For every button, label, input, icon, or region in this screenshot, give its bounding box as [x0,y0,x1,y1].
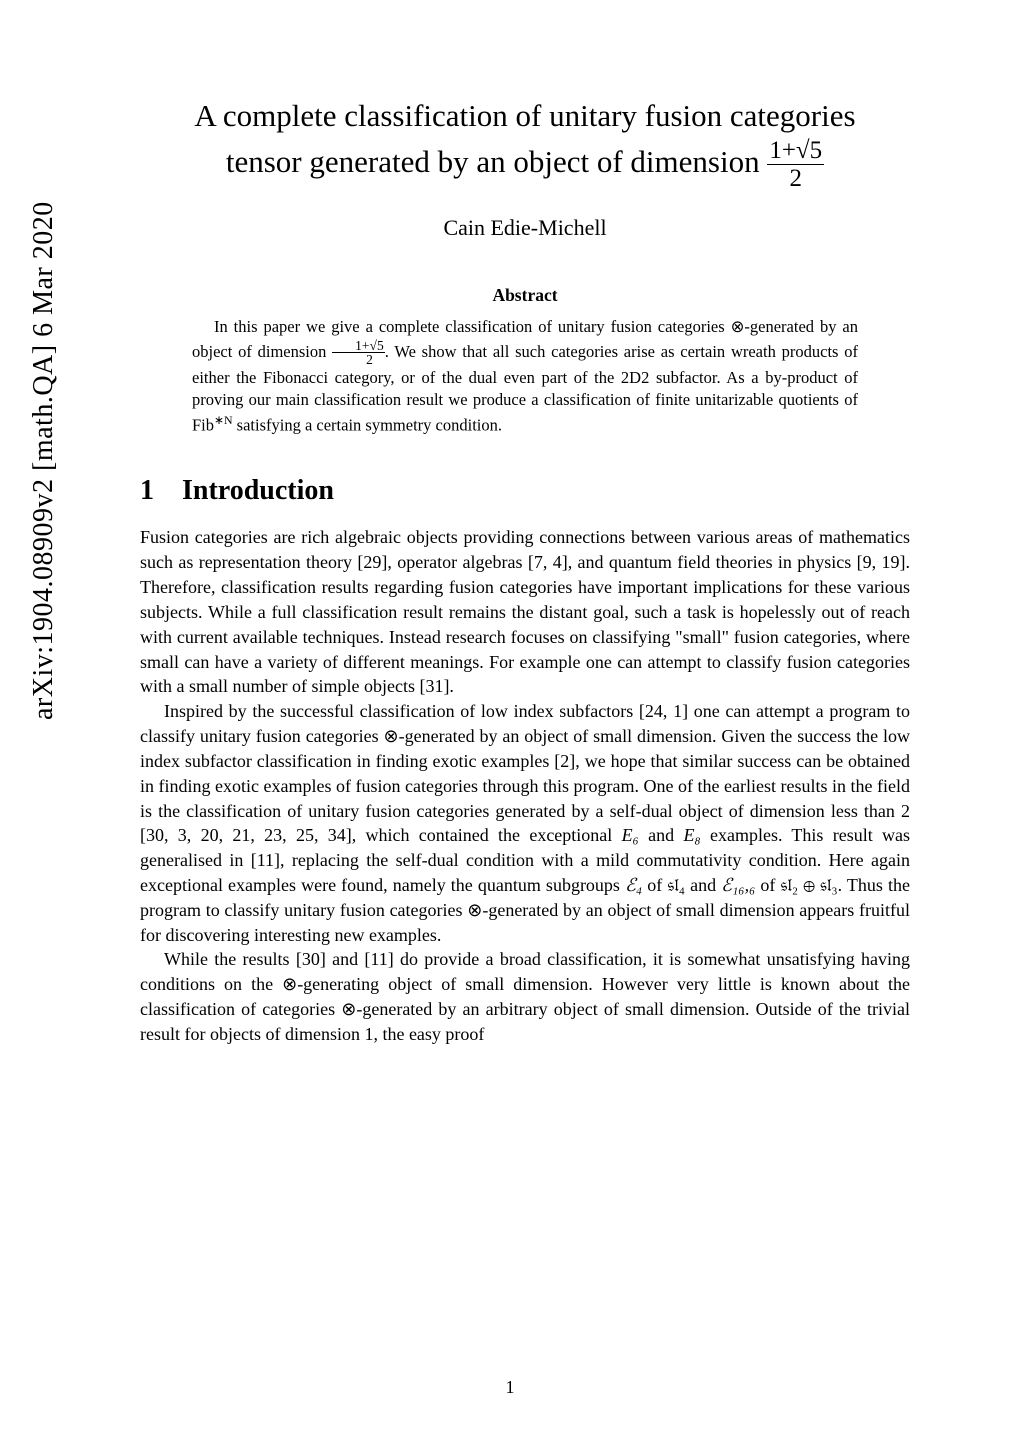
body-p2-e6: E₆ [622,825,639,845]
title-line-1: A complete classification of unitary fus… [194,98,855,133]
abstract-superscript: ∗N [214,413,233,427]
author-name: Cain Edie-Michell [140,215,910,241]
abstract-heading: Abstract [140,285,910,306]
abstract-text-3: satisfying a certain symmetry condition. [233,416,502,435]
section-number: 1 [140,475,154,507]
abstract-body: In this paper we give a complete classif… [192,316,858,438]
body-p2-e: and [685,875,721,895]
body-paragraph-2: Inspired by the successful classificatio… [140,699,910,947]
title-fraction-numerator: 1+√5 [767,137,824,166]
abstract-fraction-numerator: 1+√5 [332,339,385,354]
body-p2-d: of [642,875,667,895]
body-p2-sl2sl3: 𝔰𝔩₂ ⊕ 𝔰𝔩₃ [781,875,838,895]
body-p2-a: Inspired by the successful classificatio… [140,701,910,845]
body-paragraph-3: While the results [30] and [11] do provi… [140,947,910,1046]
body-p2-eps4: ℰ₄ [625,875,642,895]
body-p2-f: of [755,875,780,895]
title-line-2-prefix: tensor generated by an object of dimensi… [226,144,767,179]
body-p2-e8: E₈ [683,825,700,845]
title-fraction-denominator: 2 [767,165,824,193]
body-text: Fusion categories are rich algebraic obj… [140,525,910,1046]
body-p2-sl4: 𝔰𝔩₄ [667,875,685,895]
title-fraction: 1+√52 [767,137,824,193]
arxiv-banner: arXiv:1904.08909v2 [math.QA] 6 Mar 2020 [28,201,60,720]
section-title: Introduction [182,475,334,506]
body-paragraph-1: Fusion categories are rich algebraic obj… [140,525,910,699]
abstract-paragraph: In this paper we give a complete classif… [192,316,858,438]
section-heading: 1 Introduction [140,475,910,507]
paper-title: A complete classification of unitary fus… [140,95,910,193]
page-number: 1 [0,1377,1020,1398]
body-p2-b: and [639,825,684,845]
body-p2-eps166: ℰ₁₆,₆ [721,875,755,895]
arxiv-id-text: arXiv:1904.08909v2 [math.QA] 6 Mar 2020 [28,201,59,720]
page-content: A complete classification of unitary fus… [0,0,1020,1107]
abstract-fraction-denominator: 2 [332,353,385,367]
abstract-fraction: 1+√52 [332,339,385,367]
